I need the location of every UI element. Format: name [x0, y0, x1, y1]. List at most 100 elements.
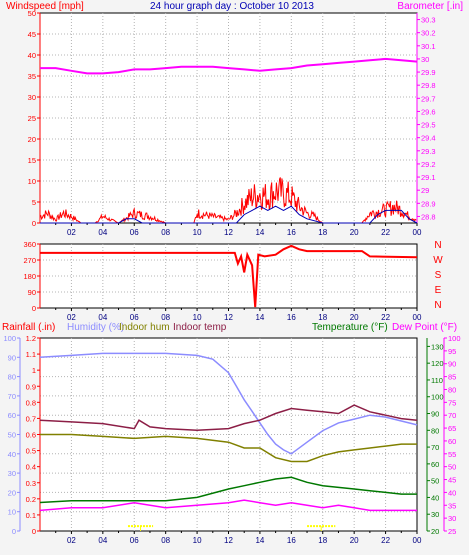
- climate-x-tick-label: 14: [255, 536, 264, 545]
- climate-x-tick-label: 22: [381, 536, 390, 545]
- humidity-left-tick-label: 10: [8, 508, 16, 517]
- compass-label-e: E: [435, 285, 442, 296]
- dew-point-right-tick-label: 50: [448, 463, 456, 472]
- rain-humidity-temperature-panel: 02 04 06 08 10 12 14 16 18 20 22 000102030405060708…: [3, 334, 460, 545]
- indoor-temp-series: [39, 404, 418, 432]
- temperature-right-tick-label: 80: [431, 426, 439, 435]
- barometer-series: [40, 57, 418, 75]
- climate-x-tick-label: 16: [287, 536, 296, 545]
- dew-point-right-tick-label: 45: [448, 476, 456, 485]
- barometer-title: Barometer [.in]: [397, 1, 463, 12]
- compass-label-s: S: [435, 270, 442, 281]
- wind-x-tick-label: 02: [67, 228, 76, 237]
- rain-left-tick-label: 0.3: [26, 479, 36, 488]
- rain-left-tick-label: 1.2: [26, 334, 36, 343]
- wind-x-tick-label: 18: [318, 228, 327, 237]
- climate-x-tick-label: 04: [98, 536, 107, 545]
- direction-x-tick-label: 04: [98, 313, 107, 322]
- dew-point-right-tick-label: 25: [448, 527, 456, 536]
- humidity-left-tick-label: 30: [8, 469, 16, 478]
- temperature-right-tick-label: 110: [431, 376, 443, 385]
- direction-x-tick-label: 02: [67, 313, 76, 322]
- climate-x-tick-label: 10: [193, 536, 202, 545]
- wind-barometer-panel: 02 04 06 08 10 12 14 16 18 20 22 000510152025303540…: [28, 9, 436, 237]
- rain-left-tick-label: 0.8: [26, 398, 36, 407]
- dew-point-right-tick-label: 60: [448, 437, 456, 446]
- barometer-right-tick-label: 28.9: [421, 199, 436, 208]
- humidity-left-tick-label: 70: [8, 392, 16, 401]
- barometer-right-tick-label: 29.5: [421, 121, 436, 130]
- temperature-right-tick-label: 20: [431, 527, 439, 536]
- rain-left-tick-label: 1.1: [26, 350, 36, 359]
- dew-point-right-tick-label: 55: [448, 450, 456, 459]
- wind-x-tick-label: 04: [98, 228, 107, 237]
- barometer-right-tick-label: 28.8: [421, 212, 436, 221]
- barometer-right-tick-label: 29.7: [421, 94, 436, 103]
- indoor-temp-title: Indoor temp: [173, 322, 227, 333]
- humidity-left-tick-label: 80: [8, 373, 16, 382]
- rain-left-tick-label: 0: [32, 527, 36, 536]
- climate-x-tick-label: 02: [67, 536, 76, 545]
- wind-left-tick-label: 5: [32, 198, 36, 207]
- humidity-left-tick-label: 100: [3, 334, 16, 343]
- temperature-title: Temperature (°F): [312, 322, 388, 333]
- wind-left-tick-label: 50: [28, 9, 36, 18]
- wind-x-tick-label: 16: [287, 228, 296, 237]
- direction-left-tick-label: 360: [23, 240, 36, 249]
- humidity-left-tick-label: 20: [8, 488, 16, 497]
- barometer-right-tick-label: 30.1: [421, 42, 436, 51]
- humidity-series: [39, 352, 418, 455]
- dew-point-right-tick-label: 85: [448, 373, 456, 382]
- direction-x-tick-label: 18: [318, 313, 327, 322]
- wind-x-tick-label: 12: [224, 228, 233, 237]
- temperature-right-tick-label: 40: [431, 493, 439, 502]
- dew-point-title: Dew Point (°F): [392, 322, 457, 333]
- rain-left-tick-label: 0.1: [26, 511, 36, 520]
- dew-point-right-tick-label: 75: [448, 398, 456, 407]
- dew-point-right-tick-label: 40: [448, 488, 456, 497]
- wind-left-tick-label: 15: [28, 156, 36, 165]
- wind-x-tick-label: 22: [381, 228, 390, 237]
- dew-point-series: [39, 499, 417, 512]
- wind-left-tick-label: 25: [28, 114, 36, 123]
- compass-label-w: W: [433, 255, 443, 266]
- barometer-right-tick-label: 29.8: [421, 81, 436, 90]
- dew-point-right-tick-label: 70: [448, 411, 456, 420]
- barometer-right-tick-label: 30: [421, 55, 429, 64]
- direction-left-tick-label: 0: [32, 304, 36, 313]
- barometer-right-tick-label: 29.2: [421, 160, 436, 169]
- barometer-right-tick-label: 30.2: [421, 29, 436, 38]
- humidity-left-tick-label: 40: [8, 450, 16, 459]
- compass-label-n: N: [434, 300, 441, 311]
- direction-left-tick-label: 180: [23, 272, 36, 281]
- rain-left-tick-label: 1: [32, 366, 36, 375]
- temperature-right-tick-label: 70: [431, 443, 439, 452]
- barometer-right-tick-label: 29.6: [421, 107, 436, 116]
- humidity-left-tick-label: 0: [12, 527, 16, 536]
- rain-left-tick-label: 0.9: [26, 382, 36, 391]
- wind-average-series: [40, 205, 418, 224]
- wind-x-tick-label: 08: [161, 228, 170, 237]
- humidity-left-tick-label: 60: [8, 411, 16, 420]
- windspeed-title: Windspeed [mph]: [6, 1, 84, 12]
- indoor-hum-title: Indoor hum: [119, 322, 170, 333]
- direction-x-tick-label: 16: [287, 313, 296, 322]
- rainfall-title: Rainfall (.in): [2, 322, 55, 333]
- direction-x-tick-label: 14: [255, 313, 264, 322]
- direction-x-tick-label: 00: [413, 313, 422, 322]
- temperature-right-tick-label: 30: [431, 510, 439, 519]
- temperature-right-tick-label: 90: [431, 410, 439, 419]
- climate-x-tick-label: 12: [224, 536, 233, 545]
- wind-left-tick-label: 10: [28, 177, 36, 186]
- direction-left-tick-label: 90: [28, 288, 36, 297]
- dew-point-right-tick-label: 80: [448, 385, 456, 394]
- rain-left-tick-label: 0.6: [26, 431, 36, 440]
- barometer-right-tick-label: 29.1: [421, 173, 436, 182]
- direction-x-tick-label: 10: [193, 313, 202, 322]
- rain-left-tick-label: 0.2: [26, 495, 36, 504]
- direction-x-tick-label: 22: [381, 313, 390, 322]
- climate-x-tick-label: 08: [161, 536, 170, 545]
- humidity-left-tick-label: 90: [8, 353, 16, 362]
